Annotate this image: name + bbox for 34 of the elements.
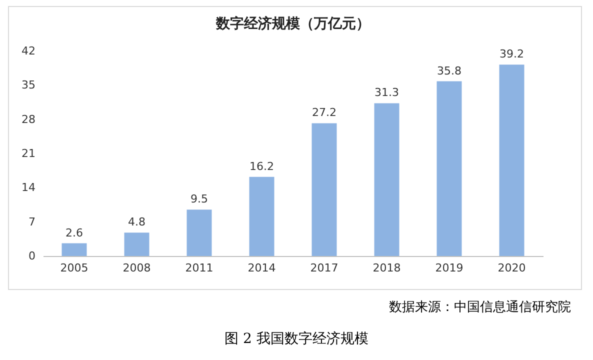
bar [499,64,524,256]
bar [374,103,400,256]
y-tick-label: 14 [22,181,36,194]
y-tick-label: 35 [22,78,36,92]
data-label: 4.8 [128,216,146,229]
x-tick-label: 2018 [372,262,401,274]
bar [249,176,274,256]
bar [62,243,87,256]
bar [436,81,462,256]
y-tick-label: 7 [28,215,36,228]
caption: 图 2 我国数字经济规模 [224,330,370,348]
x-tick-label: 2019 [435,262,464,274]
bar [312,123,337,256]
x-tick-label: 2005 [60,262,88,274]
y-tick-label: 0 [28,250,36,262]
data-label: 2.6 [66,226,83,240]
x-tick-label: 2008 [122,262,151,274]
bar [124,232,150,256]
data-label: 16.2 [250,160,274,173]
x-tick-label: 2017 [310,262,338,274]
data-label: 27.2 [312,106,336,120]
data-label: 35.8 [437,64,462,78]
chart-title: 数字经济规模（万亿元） [215,15,370,32]
x-tick-label: 2020 [498,262,526,274]
x-tick-label: 2014 [248,262,276,274]
data-label: 31.3 [374,86,399,100]
y-tick-label: 21 [22,147,36,160]
x-tick-label: 2011 [185,262,214,274]
data-label: 39.2 [500,48,524,61]
data-label: 9.5 [190,192,208,206]
y-tick-label: 28 [22,112,36,126]
source-note: 数据来源：中国信息通信研究院 [389,299,571,316]
y-tick-label: 42 [22,44,36,58]
bar [186,210,212,256]
